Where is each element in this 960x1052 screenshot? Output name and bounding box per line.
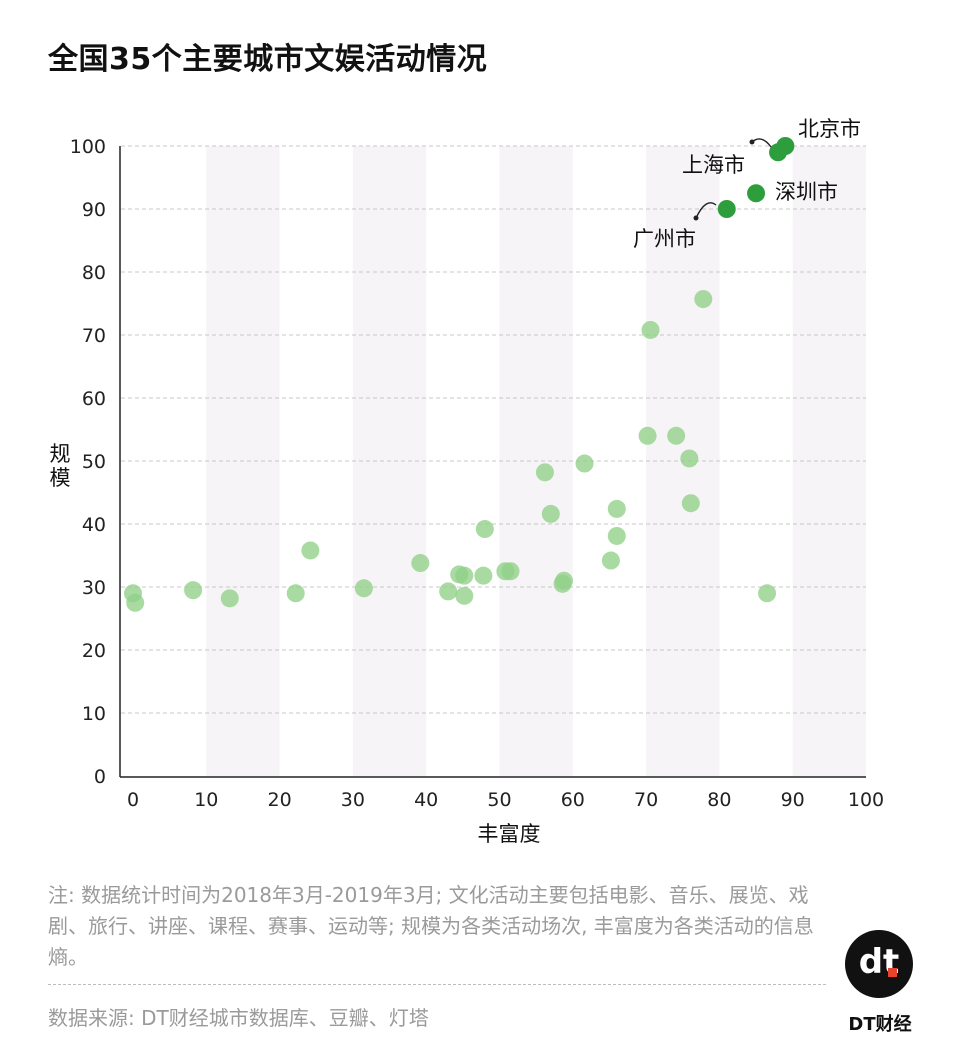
data-point xyxy=(541,504,560,523)
highlight-point xyxy=(769,143,788,162)
highlight-point xyxy=(717,200,736,218)
tick-labels: 0 10 20 30 40 50 60 70 80 90 100 0 10 20 30 40 50 60 70 80 9… xyxy=(70,136,884,811)
x-tick-label: 0 xyxy=(127,789,139,811)
y-tick-label: 30 xyxy=(82,577,106,599)
y-tick-label: 60 xyxy=(82,388,106,410)
grid-lines xyxy=(121,145,866,714)
data-point xyxy=(411,554,430,573)
x-tick-label: 70 xyxy=(634,789,658,811)
highlight-point xyxy=(747,184,766,203)
x-tick-label: 90 xyxy=(781,789,805,811)
divider xyxy=(48,984,826,985)
data-point xyxy=(694,290,713,309)
city-label: 深圳市 xyxy=(775,180,838,204)
y-tick-label: 100 xyxy=(70,136,106,158)
data-point xyxy=(475,520,494,539)
y-tick-label: 90 xyxy=(82,199,106,221)
data-point xyxy=(354,579,373,598)
axes xyxy=(119,146,866,778)
data-point xyxy=(607,499,626,518)
chart-title: 全国35个主要城市文娱活动情况 xyxy=(48,42,488,77)
data-point xyxy=(575,454,594,473)
data-point xyxy=(501,562,520,581)
x-tick-label: 100 xyxy=(848,789,884,811)
x-tick-label: 10 xyxy=(194,789,218,811)
data-point xyxy=(286,584,305,603)
data-point xyxy=(681,494,700,513)
data-point xyxy=(641,320,660,339)
x-tick-label: 80 xyxy=(707,789,731,811)
data-point xyxy=(535,463,554,482)
data-point xyxy=(474,566,493,585)
logo-dot xyxy=(888,968,897,977)
data-point xyxy=(667,426,686,445)
y-tick-label: 50 xyxy=(82,451,106,473)
x-tick-label: 50 xyxy=(487,789,511,811)
data-point xyxy=(555,571,574,590)
data-point xyxy=(220,589,239,608)
data-point xyxy=(455,586,474,605)
data-point xyxy=(126,593,145,612)
y-tick-label: 40 xyxy=(82,514,106,536)
y-tick-label: 70 xyxy=(82,325,106,347)
arrow-head xyxy=(749,139,755,145)
data-points xyxy=(124,290,777,612)
data-point xyxy=(455,566,474,585)
dt-logo-icon: dt xyxy=(845,930,913,998)
x-tick-label: 40 xyxy=(414,789,438,811)
y-tick-label: 10 xyxy=(82,703,106,725)
city-label: 北京市 xyxy=(798,117,861,141)
x-tick-label: 30 xyxy=(341,789,365,811)
logo-name: DT财经 xyxy=(848,1014,912,1035)
city-label: 上海市 xyxy=(682,153,745,177)
data-point xyxy=(638,426,657,445)
logo-mark: dt xyxy=(858,942,900,982)
y-tick-label: 0 xyxy=(94,766,106,788)
scatter-chart: 0 10 20 30 40 50 60 70 80 90 100 0 10 20 30 40 50 60 70 80 9… xyxy=(50,117,885,846)
arrow-head xyxy=(693,215,699,221)
x-axis-label: 丰富度 xyxy=(478,822,541,846)
data-point xyxy=(184,581,203,600)
y-axis-label: 规模 xyxy=(50,442,71,490)
data-source: 数据来源: DT财经城市数据库、豆瓣、灯塔 xyxy=(48,1006,429,1030)
city-label: 广州市 xyxy=(633,227,696,251)
label-arrow xyxy=(695,202,717,219)
data-point xyxy=(680,449,699,468)
footnote: 注: 数据统计时间为2018年3月-2019年3月; 文化活动主要包括电影、音乐… xyxy=(48,883,814,969)
data-point xyxy=(758,584,777,603)
y-tick-label: 20 xyxy=(82,640,106,662)
data-point xyxy=(301,541,320,560)
x-tick-label: 20 xyxy=(268,789,292,811)
data-point xyxy=(439,582,458,601)
y-tick-label: 80 xyxy=(82,262,106,284)
data-point xyxy=(601,551,620,570)
x-tick-label: 60 xyxy=(561,789,585,811)
data-point xyxy=(607,526,626,545)
